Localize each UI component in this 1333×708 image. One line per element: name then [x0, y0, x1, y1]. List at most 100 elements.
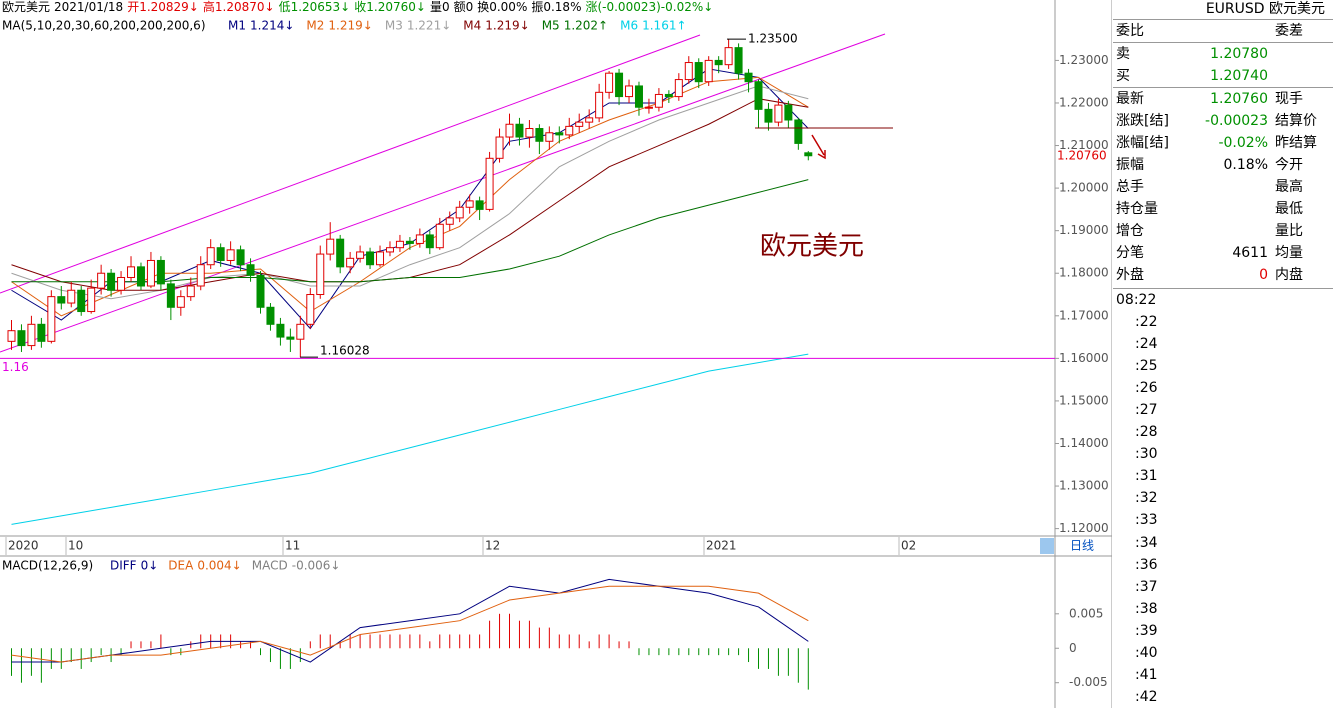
- candle-body: [216, 247, 225, 261]
- candle-body: [654, 93, 663, 108]
- header-item: 欧元美元: [2, 0, 51, 14]
- quote-label: 总手: [1116, 179, 1144, 195]
- tick-time: :22: [1135, 314, 1158, 331]
- legend-name: M4: [463, 19, 481, 33]
- candle-body: [47, 296, 56, 342]
- quote-label: 昨结算: [1275, 135, 1317, 151]
- candle-body: [37, 323, 46, 342]
- chart-subtitle: MA(5,10,20,30,60,200,200,200,6): [2, 19, 206, 33]
- candle-body: [485, 157, 494, 210]
- date-label: 02: [901, 539, 916, 553]
- candle-body: [366, 251, 375, 266]
- candle-body: [575, 121, 584, 127]
- candle-body: [615, 72, 624, 98]
- annotation: 欧元美元: [760, 232, 864, 262]
- ma-line: [11, 353, 809, 525]
- candle-body: [465, 200, 474, 208]
- quote-panel: EURUSD 欧元美元 委比 委差卖 1.20780 买 1.20740 最新 1.2076…: [1113, 0, 1333, 708]
- quote-label: 卖: [1116, 46, 1130, 62]
- legend-value: -0.006↓: [292, 559, 341, 573]
- date-label: 2020: [8, 539, 39, 553]
- candle-body: [27, 323, 36, 347]
- tick-time: :25: [1135, 358, 1158, 375]
- quote-label: 结算价: [1275, 113, 1317, 129]
- candle-body: [694, 62, 703, 83]
- quote-value: 4611: [1232, 245, 1268, 261]
- legend-value: 1.221↓: [407, 19, 451, 33]
- candle-body: [774, 104, 783, 123]
- legend-name: MACD: [252, 559, 288, 573]
- last-price-label: 1.20760: [1057, 148, 1107, 162]
- quote-value: 0.18%: [1223, 157, 1268, 173]
- candle-body: [535, 128, 544, 142]
- y-tick-label: 0: [1069, 641, 1077, 655]
- quote-row: 最新 1.20760 现手: [1113, 88, 1333, 110]
- header-item: 振0.18%: [531, 0, 582, 14]
- tick-time: :27: [1135, 402, 1158, 419]
- candle-body: [505, 123, 514, 138]
- macd-line: [11, 578, 809, 663]
- header-item: 额0: [453, 0, 474, 14]
- candle-body: [176, 296, 185, 308]
- candle-body: [385, 247, 394, 253]
- header-item: 低1.20653↓: [278, 0, 351, 14]
- candle-body: [336, 238, 345, 268]
- low-label: 1.16028: [320, 344, 370, 358]
- candle-body: [206, 247, 215, 266]
- tick-time: :34: [1135, 534, 1158, 551]
- legend-name: DIFF: [110, 559, 137, 573]
- quote-label: 最低: [1275, 201, 1303, 217]
- tick-time: :42: [1135, 688, 1158, 705]
- candle-body: [186, 285, 195, 298]
- candle-body: [77, 289, 86, 313]
- candle-body: [595, 91, 604, 119]
- hline-label: 1.16: [2, 360, 29, 374]
- candle-body: [97, 272, 106, 289]
- channel-line: [0, 34, 701, 294]
- quote-label: 委比: [1116, 23, 1144, 39]
- candle-body: [555, 132, 564, 136]
- candle-body: [376, 251, 385, 266]
- candle-body: [286, 336, 295, 340]
- candle-body: [585, 117, 594, 123]
- header-item: 收1.20760↓: [354, 0, 426, 14]
- quote-label: 买: [1116, 68, 1130, 84]
- date-label: 10: [68, 539, 83, 553]
- candle-body: [256, 274, 265, 308]
- candle-body: [306, 294, 315, 325]
- quote-label: 最新: [1116, 91, 1144, 107]
- candle-body: [625, 85, 634, 98]
- quote-row: 总手 最高: [1113, 176, 1333, 198]
- period-button[interactable]: 日线: [1070, 539, 1094, 553]
- candle-body: [395, 240, 404, 249]
- header-item: 开1.20829↓: [127, 0, 199, 14]
- quote-value: 0: [1259, 267, 1268, 283]
- quote-label: 振幅: [1116, 157, 1144, 173]
- candle-body: [17, 330, 26, 347]
- tick-time: :30: [1135, 446, 1158, 463]
- candle-body: [644, 106, 653, 109]
- quote-label: 量比: [1275, 223, 1303, 239]
- price-plot: [0, 33, 886, 525]
- quote-label: 最高: [1275, 179, 1303, 195]
- candle-body: [326, 238, 335, 255]
- candle-body: [734, 47, 743, 74]
- legend-name: M1: [228, 19, 246, 33]
- tick-time: :36: [1135, 556, 1158, 573]
- tick-time: :31: [1135, 468, 1158, 485]
- quote-value: 1.20760: [1210, 91, 1268, 107]
- candle-body: [545, 132, 554, 142]
- quote-row: 卖 1.20780: [1113, 43, 1333, 65]
- candle-body: [136, 266, 145, 287]
- candle-body: [57, 296, 66, 304]
- tick-time: :24: [1135, 336, 1158, 353]
- quote-row: 买 1.20740: [1113, 65, 1333, 88]
- high-label: 1.23500: [748, 32, 798, 46]
- scroll-box: [1040, 538, 1054, 554]
- candle-body: [794, 119, 803, 144]
- quote-label: 持仓量: [1116, 201, 1158, 217]
- candle-body: [266, 306, 275, 325]
- quote-label: 内盘: [1275, 267, 1303, 283]
- candle-body: [166, 283, 175, 308]
- date-label: 2021: [706, 539, 737, 553]
